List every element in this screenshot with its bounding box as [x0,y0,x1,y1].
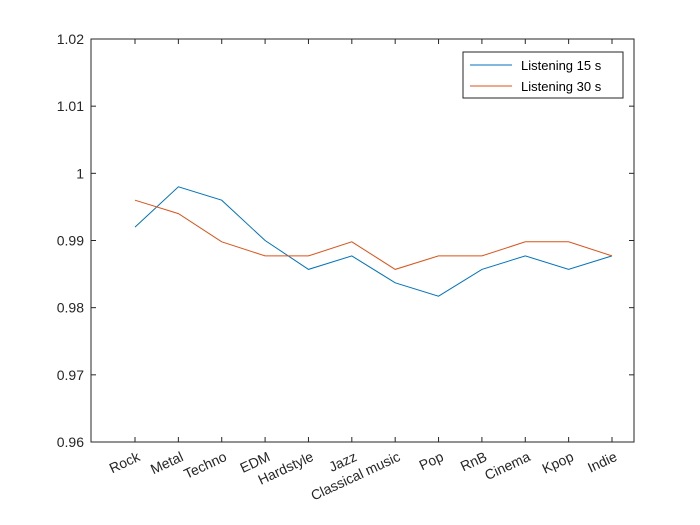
x-tick-label: Indie [585,448,619,475]
y-tick-label: 0.97 [57,367,84,383]
y-tick-label: 1 [76,165,84,181]
y-tick-label: 0.98 [57,300,84,316]
legend-label-listening-30s: Listening 30 s [521,79,602,94]
x-tick-label: Rock [107,448,144,476]
x-tick-label: Metal [148,448,186,477]
y-tick-label: 0.99 [57,233,84,249]
plot-area [90,38,635,443]
x-tick-label: Pop [416,448,446,473]
y-tick-label: 1.01 [57,98,84,114]
legend-label-listening-15s: Listening 15 s [521,58,602,73]
y-tick-label: 0.96 [57,434,84,450]
y-axis: 0.96 0.97 0.98 0.99 1 1.01 1.02 [57,31,634,450]
legend: Listening 15 s Listening 30 s [462,51,624,99]
series-line-listening-30s [134,199,613,270]
x-tick-label: Cinema [482,448,533,483]
series-line-listening-15s [134,186,613,297]
x-tick-label: Techno [181,448,229,482]
legend-box [462,51,624,99]
x-tick-label: Kpop [540,448,577,476]
series-group [134,186,613,297]
y-tick-label: 1.02 [57,31,84,47]
